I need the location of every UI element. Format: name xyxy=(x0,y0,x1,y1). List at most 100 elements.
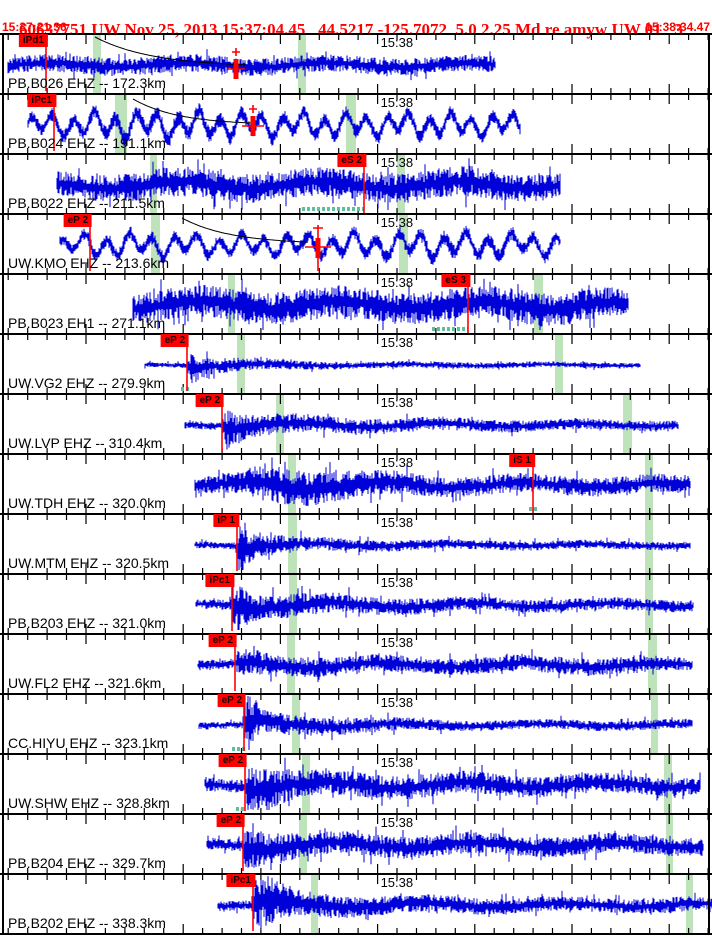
predicted-arrival-marker[interactable] xyxy=(305,225,331,271)
station-label: PB.B202 EHZ -- 338.3km xyxy=(8,915,166,931)
waveform-canvas[interactable] xyxy=(0,453,712,513)
seismogram-waveform xyxy=(194,522,691,570)
trace-panel[interactable]: iPc1 15:38 PB.B024 EHZ -- 191.1km xyxy=(0,93,712,153)
seismogram-waveform xyxy=(198,696,693,750)
waveform-canvas[interactable] xyxy=(0,693,712,753)
pick-label[interactable]: iPc1 xyxy=(205,574,234,587)
trace-panel[interactable]: iPd1 15:38 PB.B026 EHZ -- 172.3km xyxy=(0,33,712,93)
trace-panel[interactable]: iPc1 15:38 PB.B202 EHZ -- 338.3km xyxy=(0,873,712,933)
minute-tick-label: 15:38 xyxy=(380,155,414,170)
trace-panel[interactable]: eP 2 15:38 PB.B204 EHZ -- 329.7km xyxy=(0,813,712,873)
seismogram-waveform xyxy=(27,103,521,147)
arrival-window-highlight xyxy=(399,215,408,273)
minute-tick-label: 15:38 xyxy=(380,815,414,830)
pick-label[interactable]: eP 2 xyxy=(218,754,247,767)
seismogram-waveform xyxy=(144,351,641,383)
pick-label[interactable]: iP 1 xyxy=(213,514,239,527)
waveform-canvas[interactable] xyxy=(0,573,712,633)
pick-label[interactable]: iPc1 xyxy=(226,874,255,887)
trace-panel[interactable]: eP 2 15:38 UW.SHW EHZ -- 328.8km xyxy=(0,753,712,813)
waveform-canvas[interactable] xyxy=(0,393,712,453)
minute-tick-label: 15:38 xyxy=(380,35,414,50)
minute-tick-label: 15:38 xyxy=(380,575,414,590)
trace-panel[interactable]: eS 2 15:38 PB.B022 EHZ -- 211.5km xyxy=(0,153,712,213)
waveform-canvas[interactable] xyxy=(0,93,712,153)
pick-label[interactable]: eP 2 xyxy=(208,634,237,647)
coda-decay-curve xyxy=(181,217,309,243)
trace-panel[interactable]: eP 2 15:38 UW.KMO EHZ -- 213.6km xyxy=(0,213,712,273)
seismogram-waveform xyxy=(195,584,694,630)
predicted-arrival-marker[interactable] xyxy=(242,105,264,136)
minute-tick-label: 15:38 xyxy=(380,515,414,530)
coda-decay-curve xyxy=(94,36,246,66)
time-ruler-ticks xyxy=(7,395,709,453)
trace-panel[interactable]: iS 1 15:38 UW.TDH EHZ -- 320.0km xyxy=(0,453,712,513)
pick-label[interactable]: iS 1 xyxy=(509,454,535,467)
minute-tick-label: 15:38 xyxy=(380,695,414,710)
seismogram-waveform xyxy=(204,757,701,810)
trace-list: iPd1 15:38 PB.B026 EHZ -- 172.3km iPc1 15:38… xyxy=(0,33,712,938)
waveform-canvas[interactable] xyxy=(0,633,712,693)
pick-label[interactable]: eP 2 xyxy=(195,394,224,407)
trace-panel[interactable]: eP 2 15:38 CC.HIYU EHZ -- 323.1km xyxy=(0,693,712,753)
minute-tick-label: 15:38 xyxy=(380,215,414,230)
seismogram-waveform xyxy=(197,646,693,682)
seismogram-waveform xyxy=(206,823,704,870)
coda-decay-curve xyxy=(132,98,252,124)
station-label: PB.B203 EHZ -- 321.0km xyxy=(8,615,166,631)
trace-panel[interactable]: iPc1 15:38 PB.B203 EHZ -- 321.0km xyxy=(0,573,712,633)
minute-tick-label: 15:38 xyxy=(380,335,414,350)
time-ruler-ticks xyxy=(7,515,709,573)
seismogram-waveform xyxy=(194,457,691,507)
time-ruler-ticks xyxy=(7,275,709,333)
time-window-bar: 15:37:21.36 15:38:34.47 xyxy=(2,20,710,34)
trace-panel[interactable]: eP 2 15:38 UW.FL2 EHZ -- 321.6km xyxy=(0,633,712,693)
pick-label[interactable]: iPc1 xyxy=(27,94,56,107)
station-label: UW.VG2 EHZ -- 279.9km xyxy=(8,375,166,391)
predicted-arrival-marker[interactable] xyxy=(227,48,245,79)
pick-label[interactable]: eP 2 xyxy=(160,334,189,347)
waveform-canvas[interactable] xyxy=(0,213,712,273)
seismogram-waveform xyxy=(217,876,712,930)
pick-label[interactable]: eP 2 xyxy=(63,214,92,227)
pick-label[interactable]: eS 3 xyxy=(441,274,470,287)
station-label: PB.B023 EH1 -- 271.1km xyxy=(8,315,166,331)
station-label: UW.SHW EHZ -- 328.8km xyxy=(8,795,170,811)
plot-bottom-border xyxy=(0,933,712,935)
station-label: UW.TDH EHZ -- 320.0km xyxy=(8,495,166,511)
time-ruler-ticks xyxy=(7,455,709,513)
plot-right-border xyxy=(708,33,710,935)
window-end-time: 15:38:34.47 xyxy=(645,20,710,34)
station-label: PB.B204 EHZ -- 329.7km xyxy=(8,855,166,871)
waveform-canvas[interactable] xyxy=(0,873,712,933)
station-label: PB.B026 EHZ -- 172.3km xyxy=(8,75,166,91)
seismogram-waveform xyxy=(7,49,496,81)
station-label: CC.HIYU EHZ -- 323.1km xyxy=(8,735,169,751)
seismogram-waveform xyxy=(59,225,561,265)
time-ruler-ticks xyxy=(7,35,709,93)
pick-label[interactable]: eP 2 xyxy=(216,814,245,827)
trace-panel[interactable]: eP 2 15:38 UW.LVP EHZ -- 310.4km xyxy=(0,393,712,453)
trace-panel[interactable]: eS 3 15:38 PB.B023 EH1 -- 271.1km xyxy=(0,273,712,333)
seismogram-waveform xyxy=(132,278,629,330)
station-label: PB.B022 EHZ -- 211.5km xyxy=(8,195,165,211)
minute-tick-label: 15:38 xyxy=(380,95,414,110)
pick-label[interactable]: eS 2 xyxy=(337,154,366,167)
minute-tick-label: 15:38 xyxy=(380,755,414,770)
station-label: PB.B024 EHZ -- 191.1km xyxy=(8,135,166,151)
minute-tick-label: 15:38 xyxy=(380,635,414,650)
pick-label[interactable]: iPd1 xyxy=(18,34,48,47)
event-header: 60637751 UW Nov 25, 2013 15:37:04.45 44.… xyxy=(2,0,712,39)
trace-panel[interactable]: eP 2 15:38 UW.VG2 EHZ -- 279.9km xyxy=(0,333,712,393)
plot-left-border xyxy=(2,33,4,935)
waveform-canvas[interactable] xyxy=(0,513,712,573)
minute-tick-label: 15:38 xyxy=(380,455,414,470)
waveform-canvas[interactable] xyxy=(0,273,712,333)
time-ruler-ticks xyxy=(7,155,709,213)
station-label: UW.FL2 EHZ -- 321.6km xyxy=(8,675,162,691)
seismogram-waveform xyxy=(184,410,679,450)
trace-panel[interactable]: iP 1 15:38 UW.MTM EHZ -- 320.5km xyxy=(0,513,712,573)
pick-label[interactable]: eP 2 xyxy=(217,694,246,707)
waveform-canvas[interactable] xyxy=(0,33,712,93)
